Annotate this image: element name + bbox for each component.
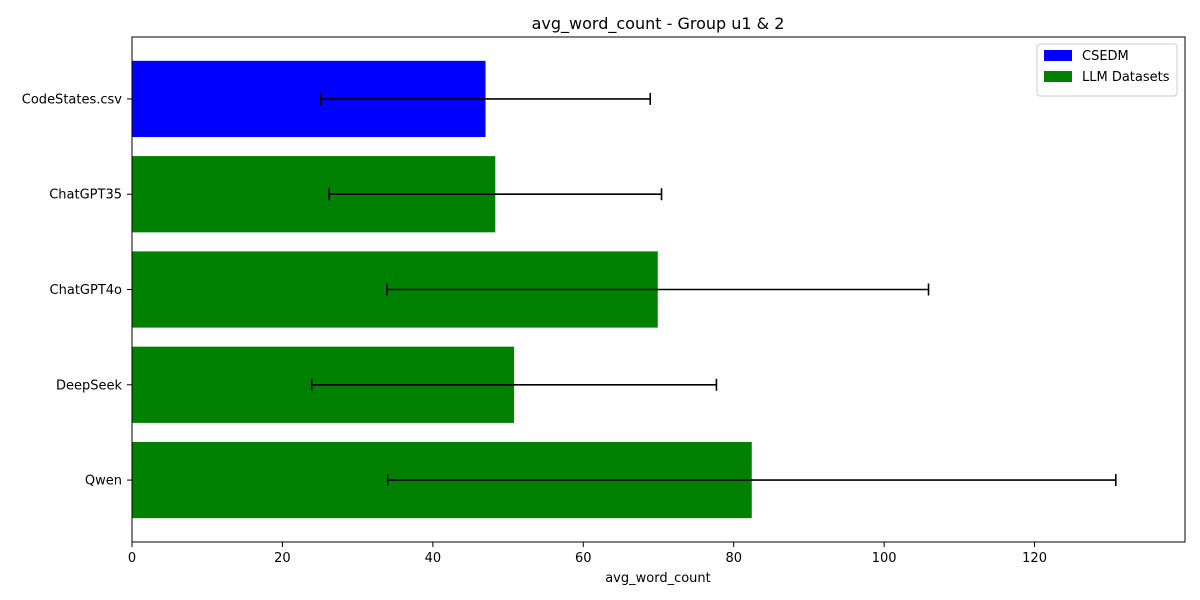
y-tick-label-codestates-csv: CodeStates.csv <box>22 92 123 107</box>
legend: CSEDM LLM Datasets <box>1036 43 1178 97</box>
y-axis: CodeStates.csv ChatGPT35 ChatGPT4o DeepSeek… <box>22 92 132 489</box>
chart-title: avg_word_count - Group u1 & 2 <box>532 14 785 34</box>
x-tick-label: 60 <box>575 551 592 566</box>
x-axis-label: avg_word_count <box>605 571 711 586</box>
error-bars-layer <box>310 92 1117 487</box>
legend-label-csedm: CSEDM <box>1082 49 1129 64</box>
error-bar-qwen <box>386 474 1117 487</box>
x-tick-label: 0 <box>128 551 136 566</box>
y-tick-label-chatgpt4o: ChatGPT4o <box>50 283 123 298</box>
error-bar-chatgpt4o <box>386 283 930 296</box>
legend-label-llm-datasets: LLM Datasets <box>1082 70 1170 85</box>
x-tick-label: 40 <box>425 551 442 566</box>
y-tick-label-qwen: Qwen <box>85 474 122 489</box>
y-tick-label-chatgpt35: ChatGPT35 <box>49 188 122 203</box>
x-tick-label: 120 <box>1022 551 1047 566</box>
x-tick-label: 20 <box>274 551 291 566</box>
x-tick-label: 80 <box>725 551 742 566</box>
error-bar-codestates-csv <box>319 92 652 105</box>
x-tick-label: 100 <box>872 551 897 566</box>
y-tick-label-deepseek: DeepSeek <box>56 378 123 393</box>
legend-swatch-llm-datasets <box>1044 71 1072 82</box>
legend-swatch-csedm <box>1044 50 1072 61</box>
error-bar-chatgpt35 <box>328 188 663 201</box>
error-bar-deepseek <box>310 378 718 391</box>
x-axis: 0 20 40 60 80 100 120 <box>128 542 1047 566</box>
